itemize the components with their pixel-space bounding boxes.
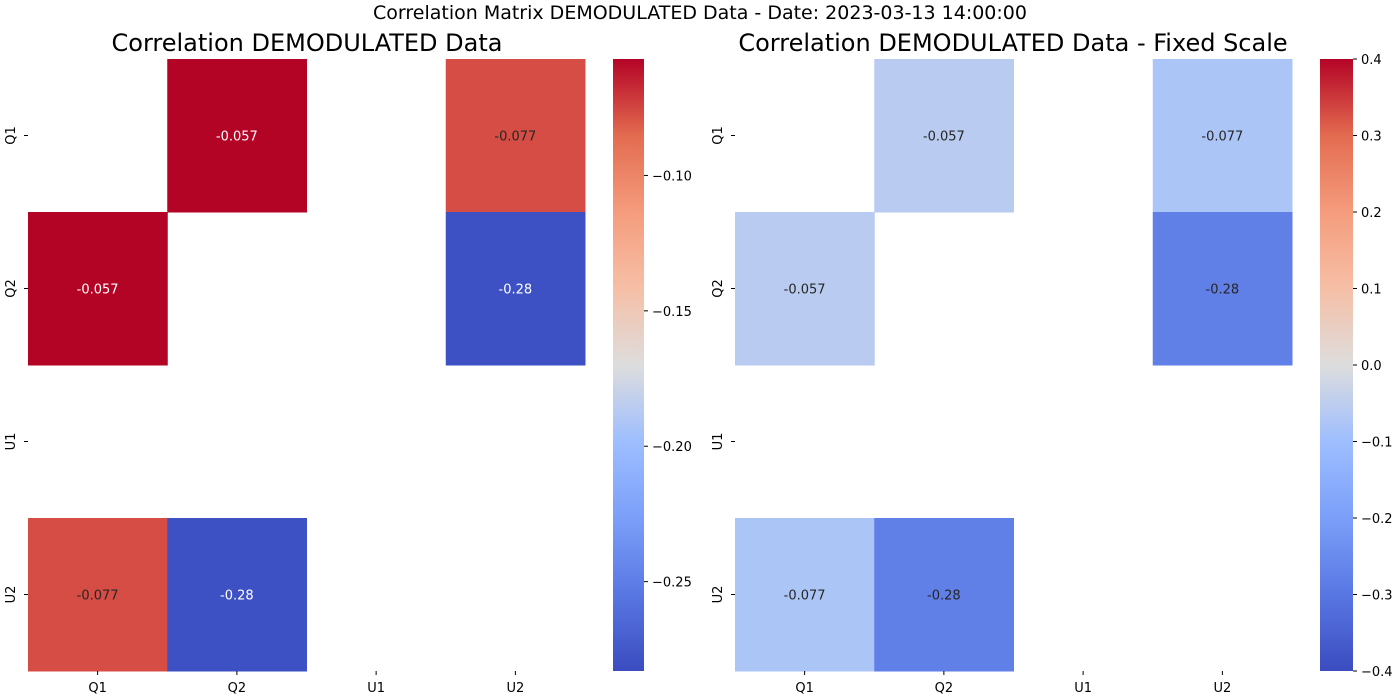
x-tick-label: U1 — [367, 681, 385, 696]
heatmap-cell — [167, 59, 307, 213]
panel-title: Correlation DEMODULATED Data - Fixed Sca… — [738, 29, 1287, 57]
heatmap-cell — [1152, 212, 1293, 366]
x-tick-label: U1 — [1074, 681, 1092, 696]
x-tick-label: Q1 — [88, 681, 107, 696]
heatmap-cell — [735, 518, 875, 672]
x-tick-label: U2 — [506, 681, 524, 696]
cell-annotation: -0.28 — [927, 589, 961, 604]
heatmap-panel-fixed-scale: Correlation DEMODULATED Data - Fixed Sca… — [711, 29, 1393, 696]
cell-annotation: -0.077 — [77, 589, 119, 604]
y-tick-label: Q2 — [4, 279, 19, 298]
figure-suptitle: Correlation Matrix DEMODULATED Data - Da… — [373, 2, 1027, 24]
heatmap-cell — [874, 518, 1014, 672]
y-tick-label: U1 — [4, 433, 19, 451]
y-tick-label: Q1 — [4, 126, 19, 145]
heatmap-cell — [28, 212, 168, 366]
cell-annotation: -0.28 — [220, 589, 254, 604]
colorbar-tick-label: −0.1 — [1361, 436, 1393, 451]
heatmap-cell — [445, 59, 586, 213]
heatmap-cell — [1152, 59, 1293, 213]
cell-annotation: -0.057 — [784, 283, 826, 298]
cell-annotation: -0.28 — [1206, 283, 1240, 298]
x-tick-label: Q2 — [228, 681, 247, 696]
heatmap-cell — [28, 518, 168, 672]
cell-annotation: -0.057 — [923, 130, 965, 145]
y-tick-label: U1 — [711, 433, 726, 451]
colorbar-tick-label: −0.2 — [1361, 512, 1393, 527]
x-tick-label: U2 — [1213, 681, 1231, 696]
colorbar-tick-label: −0.10 — [652, 169, 692, 184]
cell-annotation: -0.077 — [784, 589, 826, 604]
colorbar-tick-label: −0.25 — [652, 576, 692, 591]
colorbar-tick-label: 0.4 — [1361, 53, 1382, 68]
colorbar — [613, 59, 644, 671]
y-tick-label: Q1 — [711, 126, 726, 145]
colorbar-tick-label: −0.15 — [652, 305, 692, 320]
colorbar-tick-label: −0.20 — [652, 440, 692, 455]
y-tick-label: U2 — [4, 586, 19, 604]
y-tick-label: U2 — [711, 586, 726, 604]
cell-annotation: -0.077 — [494, 130, 536, 145]
cell-annotation: -0.057 — [216, 130, 258, 145]
cell-annotation: -0.28 — [499, 283, 533, 298]
x-tick-label: Q1 — [795, 681, 814, 696]
cell-annotation: -0.077 — [1201, 130, 1243, 145]
heatmap-cell — [735, 212, 875, 366]
y-tick-label: Q2 — [711, 279, 726, 298]
colorbar — [1320, 59, 1353, 671]
colorbar-tick-label: 0.3 — [1361, 130, 1382, 145]
colorbar-tick-label: −0.3 — [1361, 589, 1393, 604]
heatmap-panel-autoscale: Correlation DEMODULATED Data -0.057 -0.077… — [4, 29, 692, 696]
cell-annotation: -0.057 — [77, 283, 119, 298]
x-tick-label: Q2 — [935, 681, 954, 696]
colorbar-tick-label: 0.1 — [1361, 283, 1382, 298]
colorbar-tick-label: −0.4 — [1361, 665, 1393, 680]
panel-title: Correlation DEMODULATED Data — [112, 29, 503, 57]
colorbar-tick-label: 0.2 — [1361, 206, 1382, 221]
colorbar-tick-label: 0.0 — [1361, 359, 1382, 374]
heatmap-cell — [445, 212, 586, 366]
heatmap-cell — [874, 59, 1014, 213]
heatmap-cell — [167, 518, 307, 672]
